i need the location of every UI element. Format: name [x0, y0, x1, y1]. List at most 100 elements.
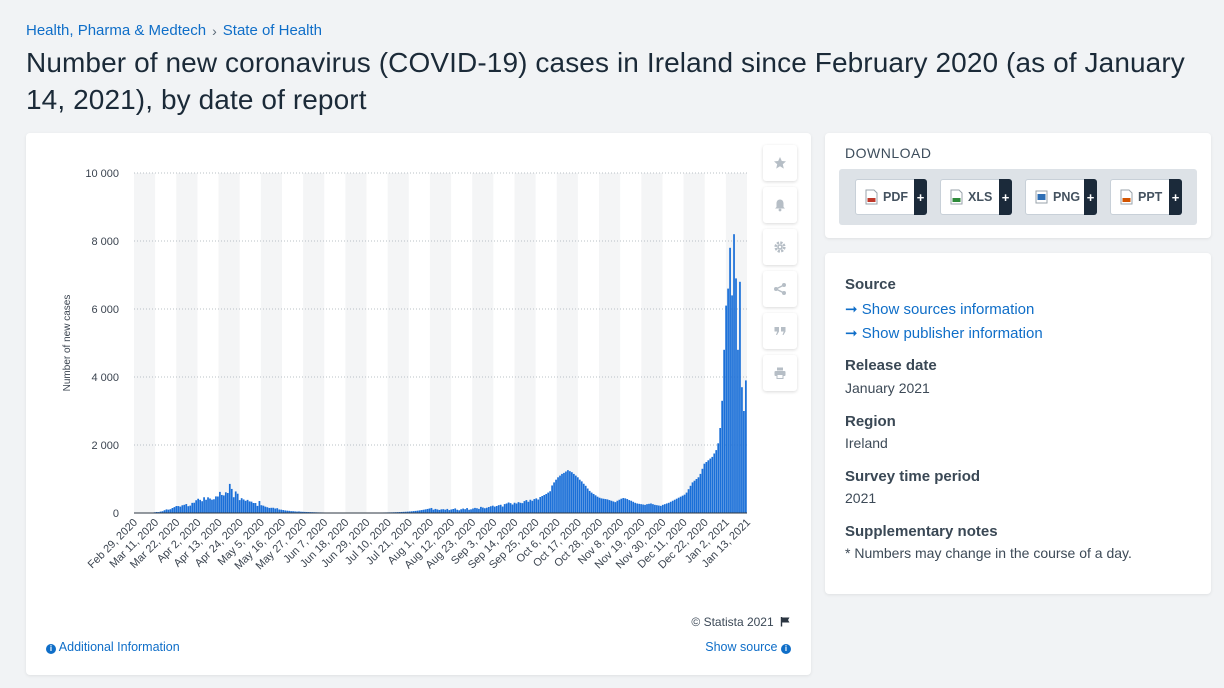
survey-period-value: 2021: [845, 490, 877, 506]
bar: [715, 450, 718, 513]
bar: [282, 510, 285, 513]
bar: [306, 511, 308, 513]
star-icon[interactable]: [763, 145, 797, 181]
release-date-value: January 2021: [845, 380, 930, 396]
download-png-button[interactable]: PNG +: [1025, 179, 1097, 215]
bar: [222, 495, 225, 513]
bar: [519, 502, 522, 513]
bar: [300, 511, 302, 513]
bar: [276, 508, 279, 513]
bar: [244, 500, 247, 513]
show-publisher-link[interactable]: ➞ Show publisher information: [845, 324, 1043, 342]
bar: [717, 443, 720, 513]
ppt-file-icon: [1120, 189, 1133, 205]
bar: [424, 509, 427, 513]
bar: [693, 480, 696, 513]
show-sources-label: Show sources information: [861, 301, 1035, 318]
bar: [563, 472, 565, 513]
bar: [485, 507, 488, 513]
y-axis-title: Number of new cases: [62, 295, 73, 392]
bar: [274, 508, 277, 513]
print-icon[interactable]: [763, 355, 797, 391]
bar: [691, 482, 694, 513]
bar: [507, 502, 510, 513]
bar: [181, 505, 184, 513]
bar: [464, 509, 466, 513]
bar: [226, 493, 229, 513]
bar: [284, 510, 287, 513]
bar: [543, 494, 546, 513]
bar: [444, 509, 447, 513]
gear-icon[interactable]: [763, 229, 797, 265]
bar: [638, 503, 640, 513]
bar: [610, 500, 613, 513]
bar: [559, 475, 561, 513]
bar: [723, 349, 725, 513]
statista-credit: © Statista 2021: [691, 615, 791, 629]
bar: [201, 501, 203, 513]
quote-icon[interactable]: [763, 313, 797, 349]
bar: [167, 509, 170, 513]
region-value: Ireland: [845, 435, 888, 451]
plot-band: [218, 173, 240, 513]
share-icon[interactable]: [763, 271, 797, 307]
bar: [640, 504, 642, 513]
bar: [683, 494, 686, 513]
bar: [410, 511, 413, 513]
xls-plus-icon: +: [999, 179, 1012, 215]
bar: [412, 511, 415, 513]
bar: [406, 511, 409, 513]
bar: [171, 508, 174, 513]
bar: [426, 508, 429, 513]
bar: [622, 498, 625, 513]
breadcrumb-health-pharma[interactable]: Health, Pharma & Medtech: [26, 22, 207, 39]
bar: [256, 505, 259, 513]
bar: [671, 500, 674, 513]
bar: [418, 510, 421, 513]
bar: [161, 511, 164, 513]
flag-icon[interactable]: [777, 615, 791, 629]
bar: [260, 505, 263, 513]
bar: [414, 510, 417, 513]
plot-band: [641, 173, 663, 513]
additional-information-link[interactable]: i Additional Information: [46, 640, 180, 654]
bar: [569, 471, 571, 513]
bar: [173, 507, 176, 513]
bar: [163, 510, 166, 513]
bar: [462, 508, 464, 513]
bar: [701, 468, 704, 513]
bar: [515, 503, 518, 513]
bar: [600, 498, 603, 513]
chart-card: 0 2 000 4 000 6 000 8 000 10 000 Number of new…: [26, 133, 811, 675]
bar: [739, 281, 741, 513]
bar: [555, 479, 557, 513]
breadcrumb: Health, Pharma & Medtech › State of Heal…: [26, 22, 322, 39]
bar: [175, 506, 178, 513]
bar: [663, 504, 666, 513]
bar: [551, 485, 553, 513]
download-xls-button[interactable]: XLS +: [940, 179, 1012, 215]
bar: [539, 497, 542, 513]
source-heading: Source: [845, 276, 896, 293]
bar: [741, 387, 743, 513]
bar: [155, 511, 158, 513]
bar: [264, 506, 267, 513]
show-sources-link[interactable]: ➞ Show sources information: [845, 300, 1034, 318]
bar: [582, 483, 585, 513]
download-ppt-button[interactable]: PPT +: [1110, 179, 1182, 215]
bar: [699, 473, 702, 513]
bar: [537, 499, 540, 513]
bell-icon[interactable]: [763, 187, 797, 223]
bar: [450, 509, 453, 513]
bar: [598, 497, 601, 513]
breadcrumb-state-of-health[interactable]: State of Health: [222, 22, 322, 39]
info-icon: i: [46, 644, 56, 654]
bar: [705, 462, 708, 513]
bar: [185, 504, 188, 513]
show-source-link[interactable]: Show source i: [705, 640, 791, 654]
bar: [460, 509, 463, 513]
bar: [574, 475, 577, 513]
download-pdf-button[interactable]: PDF +: [855, 179, 927, 215]
bar: [521, 503, 524, 513]
bar: [252, 503, 255, 513]
